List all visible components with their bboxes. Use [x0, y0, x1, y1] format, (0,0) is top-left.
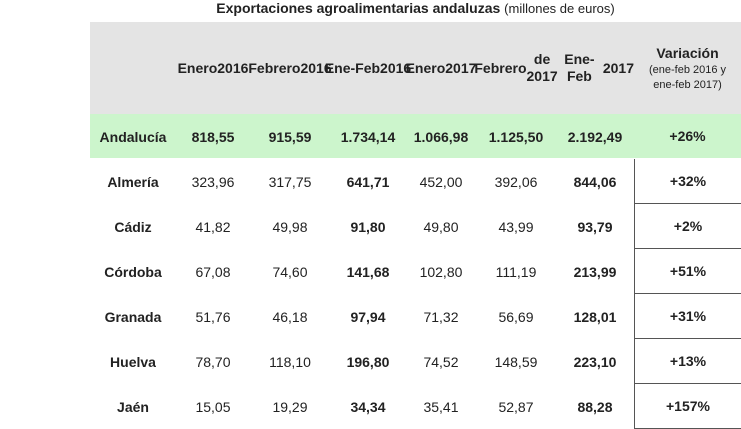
province-name: Córdoba: [104, 263, 162, 280]
column-header: Febrero de 2017: [474, 22, 558, 114]
value-cell: 213,99: [573, 263, 617, 280]
province-name: Almería: [107, 173, 159, 190]
column-header: Enero 2016: [176, 22, 250, 114]
table-title-main: Exportaciones agroalimentarias andaluzas: [216, 0, 501, 16]
variation-note: ene-feb 2017): [653, 78, 722, 91]
column-header: Ene-Feb 2017: [556, 22, 634, 114]
value-cell: 323,96: [191, 173, 235, 190]
table-row: Almería 323,96 317,75 641,71 452,00 392,06 844…: [90, 159, 741, 204]
value-cell: 1.125,50: [488, 128, 544, 145]
variation-cell: +31%: [634, 294, 741, 339]
table-header: Enero 2016 Febrero 2016 Ene- Feb 2016 Enero 2017…: [90, 22, 741, 114]
variation-label: Variación: [656, 44, 719, 61]
variation-column-header: Variación (ene-feb 2016 y ene-feb 2017): [634, 22, 741, 114]
column-header-text: Feb: [355, 59, 381, 76]
value-cell: 51,76: [195, 308, 231, 325]
variation-cell: +2%: [634, 204, 741, 249]
value-cell: 52,87: [498, 398, 534, 415]
column-header-text: de 2017: [526, 51, 558, 84]
value-cell: 392,06: [494, 173, 538, 190]
column-header-text: Enero: [405, 59, 446, 76]
province-name: Huelva: [110, 353, 156, 370]
value-cell: 223,10: [573, 353, 617, 370]
value-cell: 118,10: [269, 353, 311, 370]
value-cell: 43,99: [498, 218, 534, 235]
value-cell: 74,52: [423, 353, 459, 370]
export-table: Exportaciones agroalimentarias andaluzas…: [90, 0, 741, 429]
value-cell: 34,34: [350, 398, 386, 415]
value-cell: 915,59: [268, 128, 312, 145]
table-title: Exportaciones agroalimentarias andaluzas…: [90, 0, 741, 22]
variation-cell: +32%: [634, 159, 741, 204]
value-cell: 102,80: [419, 263, 463, 280]
value-cell: 148,59: [494, 353, 538, 370]
table-row: Jaén 15,05 19,29 34,34 35,41 52,87 88,28 +157%: [90, 384, 741, 429]
variation-cell: +13%: [634, 339, 741, 384]
value-cell: 91,80: [350, 218, 386, 235]
value-cell: 1.066,98: [413, 128, 469, 145]
value-cell: 56,69: [498, 308, 534, 325]
total-row: Andalucía 818,55 915,59 1.734,14 1.066,98 1.1…: [90, 114, 741, 158]
value-cell: 78,70: [195, 353, 231, 370]
table-row: Cádiz 41,82 49,98 91,80 49,80 43,99 93,79 +2%: [90, 204, 741, 249]
column-header-text: 2017: [602, 59, 634, 76]
value-cell: 41,82: [195, 218, 231, 235]
column-header-text: Febrero: [248, 59, 301, 76]
value-cell: 49,80: [423, 218, 459, 235]
column-header-text: 2017: [445, 59, 477, 76]
value-cell: 67,08: [195, 263, 231, 280]
province-name: Cádiz: [114, 218, 152, 235]
table-row: Huelva 78,70 118,10 196,80 74,52 148,59 223,10…: [90, 339, 741, 384]
table-title-units: (millones de euros): [504, 1, 615, 16]
value-cell: 317,75: [268, 173, 312, 190]
value-cell: 74,60: [272, 263, 308, 280]
column-header: Febrero 2016: [248, 22, 332, 114]
value-cell: 818,55: [191, 128, 235, 145]
value-cell: 93,79: [577, 218, 613, 235]
value-cell: 844,06: [573, 173, 617, 190]
column-header-text: 2016: [217, 59, 249, 76]
column-header: Ene- Feb 2016: [325, 22, 411, 114]
value-cell: 19,29: [272, 398, 308, 415]
value-cell: 35,41: [423, 398, 459, 415]
value-cell: 111,19: [495, 263, 537, 280]
value-cell: 452,00: [419, 173, 463, 190]
value-cell: 71,32: [423, 308, 459, 325]
variation-cell: +26%: [669, 128, 706, 144]
column-header-text: Ene-: [324, 59, 356, 76]
value-cell: 141,68: [346, 263, 390, 280]
value-cell: 49,98: [272, 218, 308, 235]
table-row: Granada 51,76 46,18 97,94 71,32 56,69 128,01 +3…: [90, 294, 741, 339]
column-header-text: 2016: [380, 59, 412, 76]
province-name: Jaén: [117, 398, 149, 415]
variation-note: (ene-feb 2016 y: [648, 63, 727, 76]
province-name: Andalucía: [99, 128, 167, 145]
value-cell: 641,71: [346, 173, 390, 190]
column-header-text: Febrero: [474, 59, 527, 76]
value-cell: 128,01: [573, 308, 617, 325]
variation-cell: +157%: [634, 384, 741, 429]
value-cell: 2.192,49: [567, 128, 623, 145]
column-header-text: 2016: [300, 59, 332, 76]
value-cell: 15,05: [195, 398, 231, 415]
value-cell: 46,18: [272, 308, 308, 325]
table-row: Córdoba 67,08 74,60 141,68 102,80 111,19 213,9…: [90, 249, 741, 294]
province-name: Granada: [104, 308, 162, 325]
column-header-text: Ene-Feb: [564, 51, 595, 84]
value-cell: 196,80: [346, 353, 390, 370]
value-cell: 97,94: [350, 308, 386, 325]
variation-cell: +51%: [634, 249, 741, 294]
value-cell: 88,28: [577, 398, 613, 415]
column-header: Enero 2017: [405, 22, 477, 114]
column-header-text: Enero: [177, 59, 218, 76]
value-cell: 1.734,14: [340, 128, 396, 145]
